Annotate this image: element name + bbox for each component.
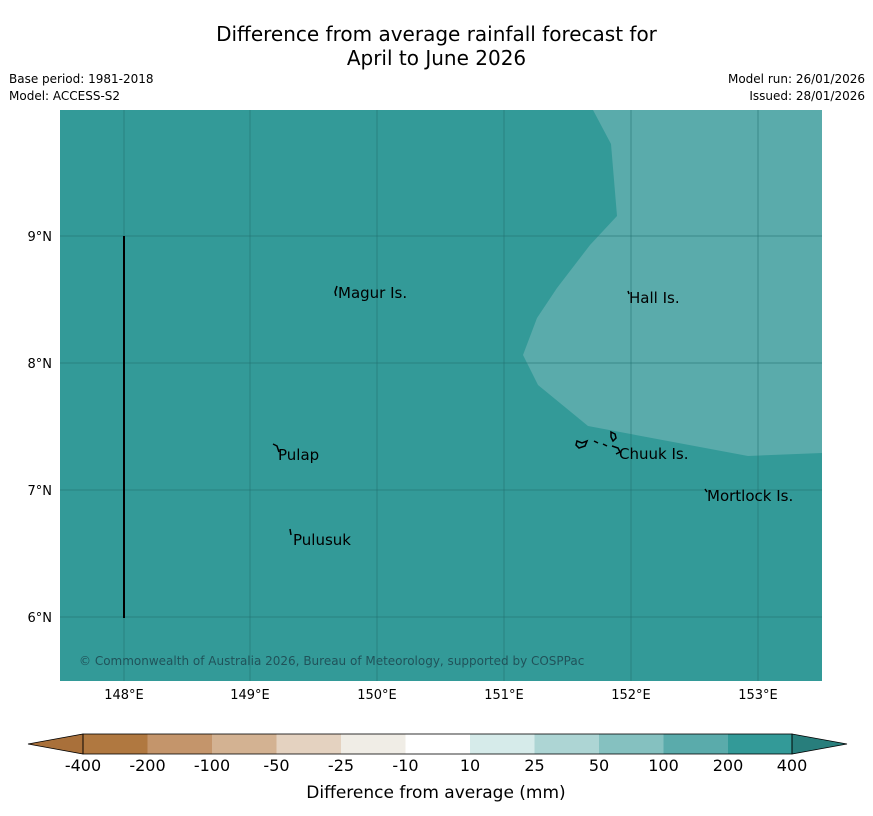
colorbar-swatch	[83, 734, 148, 754]
rainfall-zone-100-200	[523, 110, 822, 456]
colorbar-extend-low	[28, 734, 83, 754]
colorbar-swatch	[276, 734, 341, 754]
colorbar-label: -400	[65, 756, 101, 775]
island-magur	[334, 285, 338, 297]
island-pulap	[272, 443, 280, 453]
colorbar-swatch	[341, 734, 406, 754]
colorbar-frame-high	[791, 733, 848, 755]
colorbar-swatch	[534, 734, 599, 754]
place-magur: Magur Is.	[338, 284, 407, 302]
colorbar-label: -100	[194, 756, 230, 775]
colorbar-swatch	[147, 734, 212, 754]
colorbar-title: Difference from average (mm)	[306, 783, 565, 803]
lon-tick-label: 152°E	[611, 688, 651, 703]
lat-tick-label: 6°N	[28, 611, 53, 626]
colorbar-label: 10	[460, 756, 480, 775]
colorbar-swatch	[470, 734, 535, 754]
colorbar-label: 400	[777, 756, 808, 775]
lon-tick-label: 151°E	[484, 688, 524, 703]
colorbar-label: -25	[328, 756, 354, 775]
issued-date: Issued: 28/01/2026	[749, 89, 865, 103]
colorbar-labels: -400 -200 -100 -50 -25 -10 10 25 50 100 …	[65, 756, 807, 775]
colorbar-label: -10	[392, 756, 418, 775]
colorbar-label: -200	[129, 756, 165, 775]
island-pulusuk	[289, 528, 292, 536]
model-name: Model: ACCESS-S2	[9, 89, 121, 103]
place-pulap: Pulap	[278, 446, 319, 464]
title-line-1: Difference from average rainfall forecas…	[216, 22, 657, 46]
colorbar-extend-high	[792, 734, 847, 754]
colorbar-swatch	[728, 734, 792, 754]
model-run: Model run: 26/01/2026	[727, 72, 865, 86]
lat-tick-label: 9°N	[28, 230, 53, 245]
place-hall: Hall Is.	[629, 289, 680, 307]
map-title: Difference from average rainfall forecas…	[0, 22, 873, 70]
base-period: Base period: 1981-2018	[9, 72, 154, 86]
meta-right: Model run: 26/01/2026 Issued: 28/01/2026	[728, 71, 865, 105]
lon-tick-label: 153°E	[738, 688, 778, 703]
colorbar-label: 25	[524, 756, 544, 775]
colorbar-label: 100	[648, 756, 679, 775]
island-hall	[627, 290, 630, 295]
lon-tick-label: 150°E	[357, 688, 397, 703]
colorbar-label: 200	[713, 756, 744, 775]
colorbar-swatch	[599, 734, 664, 754]
island-mortlock	[704, 488, 708, 493]
lon-tick-label: 149°E	[230, 688, 270, 703]
island-chuuk-lagoon	[575, 430, 622, 455]
lat-tick-label: 8°N	[28, 357, 53, 372]
colorbar-label: 50	[589, 756, 609, 775]
place-chuuk: Chuuk Is.	[619, 445, 688, 463]
place-mortlock: Mortlock Is.	[707, 487, 793, 505]
colorbar-label: -50	[263, 756, 289, 775]
colorbar-frame-low	[27, 733, 84, 755]
colorbar-swatch	[405, 734, 470, 754]
title-line-2: April to June 2026	[346, 46, 527, 70]
island-outlines	[272, 285, 708, 536]
place-pulusuk: Pulusuk	[293, 531, 351, 549]
colorbar	[27, 733, 848, 755]
lon-tick-label: 148°E	[104, 688, 144, 703]
copyright-note: © Commonwealth of Australia 2026, Bureau…	[79, 654, 584, 668]
lat-tick-label: 7°N	[28, 484, 53, 499]
colorbar-swatch	[663, 734, 728, 754]
meta-left: Base period: 1981-2018 Model: ACCESS-S2	[9, 71, 154, 105]
colorbar-swatch	[212, 734, 277, 754]
